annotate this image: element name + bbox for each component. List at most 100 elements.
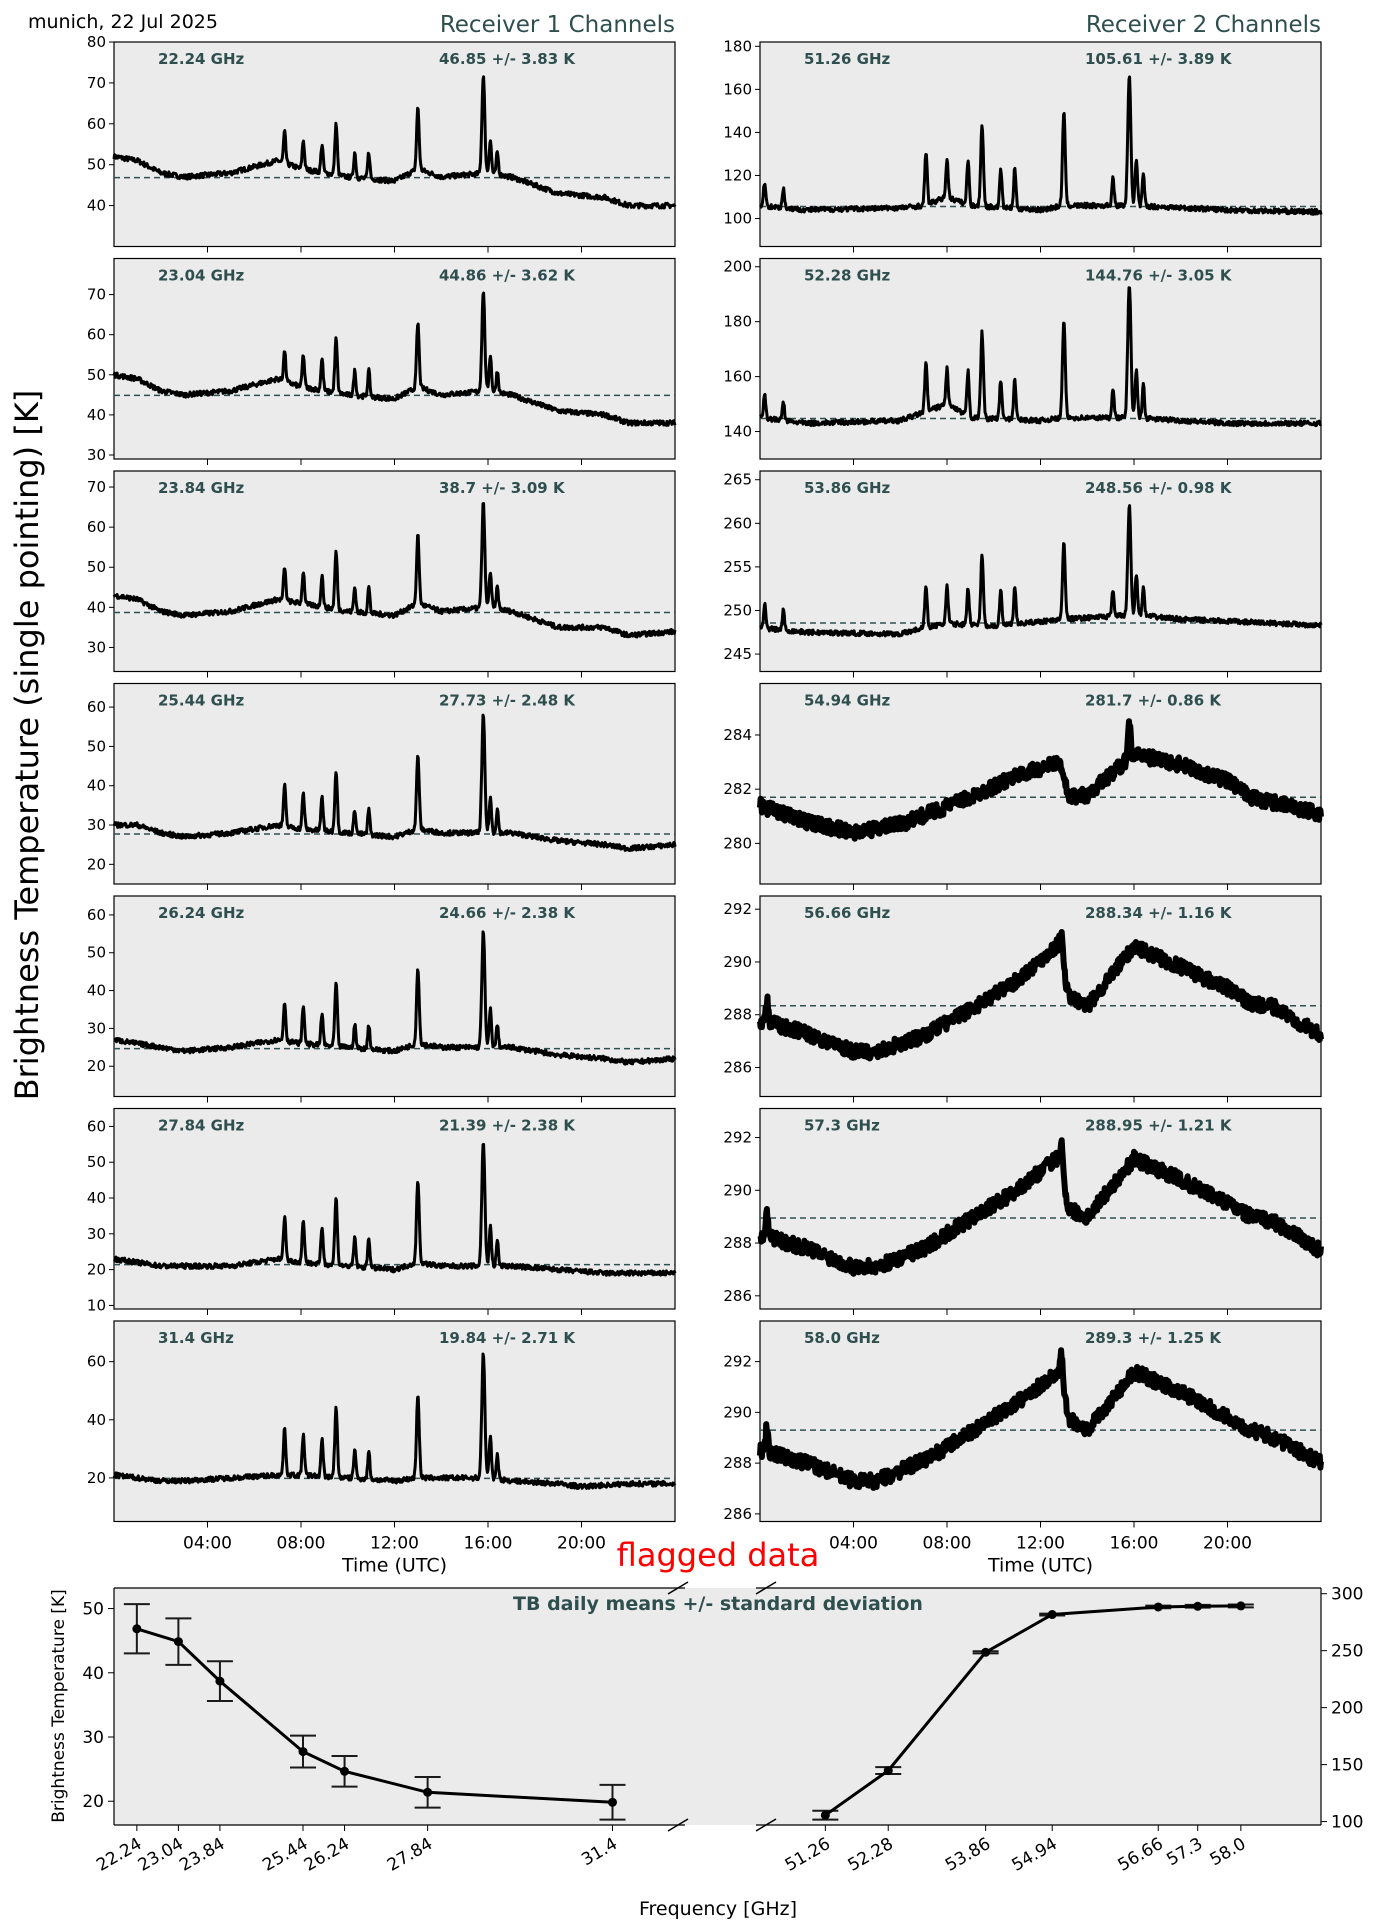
y-tick-label: 288	[723, 1454, 752, 1472]
x-tick-label: 04:00	[183, 1534, 232, 1554]
y-tick-label: 20	[87, 1057, 106, 1075]
channel-stats-label: 248.56 +/- 0.98 K	[1085, 479, 1233, 497]
y-tick-label: 60	[87, 698, 106, 716]
y-tick-label: 80	[87, 33, 106, 51]
summary-mean-point	[607, 1797, 617, 1807]
y-tick-label: 50	[87, 1153, 106, 1171]
tb-series-line	[112, 291, 677, 427]
summary-x-axis-label: Frequency [GHz]	[639, 1898, 797, 1920]
y-tick-label: 70	[87, 478, 106, 496]
summary-y-tick-label: 50	[82, 1600, 104, 1620]
y-tick-label: 292	[723, 1129, 752, 1147]
y-tick-label: 30	[87, 638, 106, 656]
y-tick-label: 20	[87, 1261, 106, 1279]
receiver2-panel-4: 286 288 290 292 56.66 GHz 288.34 +/- 1.16 K	[723, 895, 1324, 1103]
channel-stats-label: 21.39 +/- 2.38 K	[439, 1117, 576, 1135]
channel-stats-label: 288.34 +/- 1.16 K	[1085, 904, 1233, 922]
y-tick-label: 40	[87, 406, 106, 424]
receiver1-panel-0: 40 50 60 70 80 22.24 GHz 46.85 +/- 3.83 K	[87, 33, 677, 253]
channel-frequency-label: 58.0 GHz	[804, 1329, 880, 1347]
y-tick-label: 180	[723, 37, 752, 55]
summary-x-tick-label: 58.0	[1207, 1834, 1250, 1870]
x-tick-label: 16:00	[464, 1534, 513, 1554]
summary-mean-point	[298, 1747, 308, 1757]
y-tick-label: 60	[87, 518, 106, 536]
panel-background	[113, 1320, 676, 1523]
y-tick-label: 30	[87, 446, 106, 464]
y-tick-label: 290	[723, 1181, 752, 1199]
y-tick-label: 40	[87, 777, 106, 795]
tb-series-line	[112, 1352, 677, 1490]
receiver2-panel-0: 100 120 140 160 180 51.26 GHz 105.61 +/- 3.89 …	[723, 37, 1323, 253]
channel-frequency-label: 23.04 GHz	[158, 267, 245, 285]
y-tick-label: 50	[87, 737, 106, 755]
panel-background	[113, 41, 676, 248]
summary-x-tick-label: 26.24	[301, 1834, 353, 1876]
channel-frequency-label: 31.4 GHz	[158, 1329, 234, 1347]
tb-series-line	[112, 502, 677, 639]
x-tick-label: 08:00	[923, 1534, 972, 1554]
summary-background	[114, 1588, 1321, 1825]
receiver1-panel-1: 30 40 50 60 70 23.04 GHz 44.86 +/- 3.62 K	[87, 257, 677, 465]
y-tick-label: 70	[87, 74, 106, 92]
summary-x-tick-label: 23.04	[135, 1834, 187, 1876]
y-tick-label: 50	[87, 558, 106, 576]
panel-background	[113, 682, 676, 885]
axis-break-mark	[755, 1581, 777, 1595]
tb-series-line	[757, 1347, 1324, 1491]
y-tick-label: 286	[723, 1505, 752, 1523]
y-tick-label: 50	[87, 156, 106, 174]
y-tick-label: 40	[87, 982, 106, 1000]
y-tick-label: 245	[723, 645, 752, 663]
channel-frequency-label: 25.44 GHz	[158, 692, 245, 710]
y-tick-label: 284	[723, 726, 752, 744]
tb-series-line	[113, 930, 677, 1066]
summary-mean-point	[340, 1766, 350, 1776]
channel-frequency-label: 54.94 GHz	[804, 692, 891, 710]
summary-x-tick-label: 51.26	[782, 1834, 834, 1876]
receiver2-panel-6: 286 288 290 292 58.0 GHz 289.3 +/- 1.25 K 04:0…	[723, 1320, 1324, 1577]
x-axis-label: Time (UTC)	[341, 1555, 447, 1577]
channel-stats-label: 44.86 +/- 3.62 K	[439, 267, 576, 285]
y-tick-label: 288	[723, 1006, 752, 1024]
y-tick-label: 140	[723, 123, 752, 141]
y-tick-label: 140	[723, 423, 752, 441]
axis-break-mark	[667, 1581, 689, 1595]
summary-mean-point	[1193, 1601, 1203, 1611]
y-tick-label: 200	[723, 258, 752, 276]
channel-frequency-label: 52.28 GHz	[804, 267, 891, 285]
y-tick-label: 40	[87, 598, 106, 616]
summary-x-tick-label: 56.66	[1115, 1834, 1167, 1876]
y-tick-label: 280	[723, 834, 752, 852]
y-tick-label: 286	[723, 1058, 752, 1076]
channel-stats-label: 105.61 +/- 3.89 K	[1085, 50, 1233, 68]
channel-frequency-label: 27.84 GHz	[158, 1117, 245, 1135]
summary-x-tick-label: 57.3	[1163, 1834, 1206, 1870]
channel-frequency-label: 51.26 GHz	[804, 50, 891, 68]
y-tick-label: 288	[723, 1234, 752, 1252]
summary-mean-point	[423, 1787, 433, 1797]
y-tick-label: 100	[723, 210, 752, 228]
summary-y-axis-label: Brightness Temperature [K]	[49, 1589, 69, 1822]
receiver1-panel-2: 30 40 50 60 70 23.84 GHz 38.7 +/- 3.09 K	[87, 470, 677, 678]
summary-mean-point	[981, 1647, 991, 1657]
axis-break-mark	[755, 1818, 777, 1832]
channel-stats-label: 38.7 +/- 3.09 K	[439, 479, 566, 497]
panel-background	[759, 895, 1322, 1098]
location-date-label: munich, 22 Jul 2025	[28, 11, 218, 33]
y-tick-label: 255	[723, 558, 752, 576]
y-tick-label: 292	[723, 1353, 752, 1371]
channel-frequency-label: 26.24 GHz	[158, 904, 245, 922]
tb-series-line	[757, 929, 1324, 1062]
axis-break-mark	[667, 1818, 689, 1832]
y-tick-label: 40	[87, 1189, 106, 1207]
receiver2-panel-3: 280 282 284 54.94 GHz 281.7 +/- 0.86 K	[723, 682, 1324, 890]
receiver2-panel-1: 140 160 180 200 52.28 GHz 144.76 +/- 3.05 K	[723, 258, 1323, 465]
summary-x-tick-label: 25.44	[259, 1834, 311, 1876]
channel-stats-label: 19.84 +/- 2.71 K	[439, 1329, 576, 1347]
global-ylabel: Brightness Temperature (single pointing)…	[8, 390, 46, 1101]
summary-mean-point	[215, 1676, 225, 1686]
tb-series-line	[759, 75, 1323, 216]
tb-series-line	[757, 718, 1324, 842]
y-tick-label: 60	[87, 1353, 106, 1371]
